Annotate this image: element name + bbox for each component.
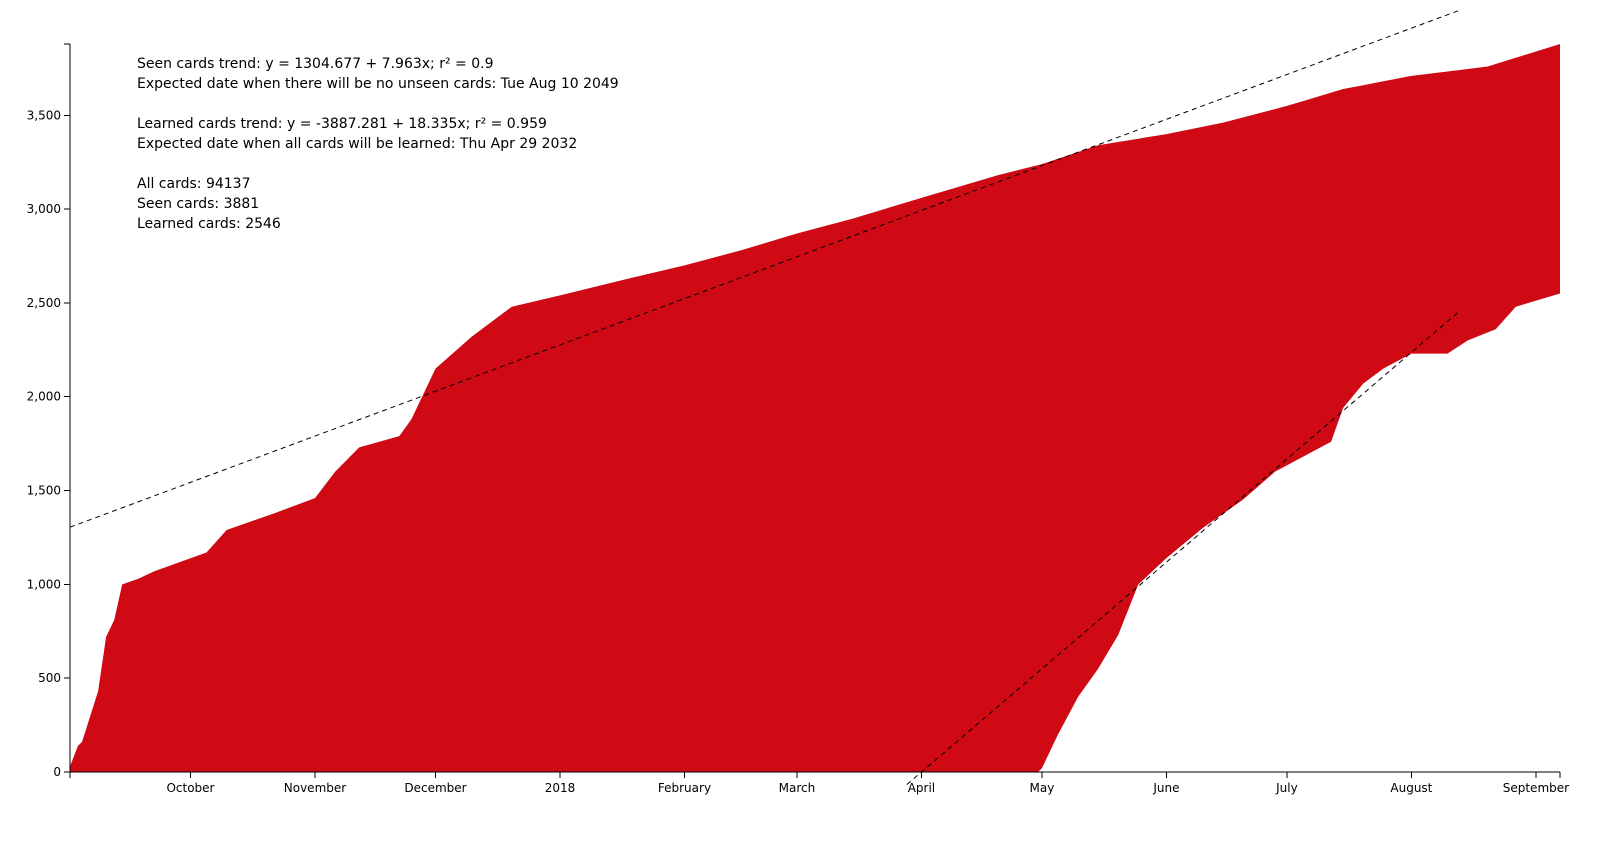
x-tick-label: April (908, 781, 935, 795)
x-tick-label: August (1390, 781, 1432, 795)
x-tick-label: June (1152, 781, 1179, 795)
learned-expected-date-text: Expected date when all cards will be lea… (137, 136, 577, 152)
cards-area (70, 44, 1560, 772)
annotation-block: Seen cards trend: y = 1304.677 + 7.963x;… (137, 56, 619, 232)
x-tick-label: December (404, 781, 466, 795)
x-tick-label: 2018 (545, 781, 576, 795)
seen-expected-date-text: Expected date when there will be no unse… (137, 76, 619, 92)
x-tick-label: October (166, 781, 214, 795)
y-tick-label: 1,500 (27, 484, 61, 498)
seen-trend-line (69, 9, 1461, 528)
area-layer (70, 44, 1560, 772)
x-tick-label: July (1275, 781, 1298, 795)
x-tick-label: February (658, 781, 711, 795)
trend-layer (69, 9, 1461, 785)
y-tick-label: 3,000 (27, 202, 61, 216)
learned-trend-text: Learned cards trend: y = -3887.281 + 18.… (137, 116, 547, 132)
y-tick-label: 2,500 (27, 296, 61, 310)
learned-cards-text: Learned cards: 2546 (137, 216, 281, 232)
y-tick-label: 3,500 (27, 108, 61, 122)
x-tick-label: November (284, 781, 346, 795)
seen-cards-text: Seen cards: 3881 (137, 196, 259, 212)
y-tick-label: 500 (38, 671, 61, 685)
x-tick-label: May (1030, 781, 1055, 795)
y-tick-label: 2,000 (27, 390, 61, 404)
seen-trend-text: Seen cards trend: y = 1304.677 + 7.963x;… (137, 56, 493, 72)
x-tick-label: September (1503, 781, 1569, 795)
y-tick-label: 1,000 (27, 577, 61, 591)
axis-layer: 0 500 1,000 1,500 2,000 2,500 3,000 3,500 Octobe… (27, 43, 1569, 795)
x-tick-label: March (779, 781, 816, 795)
all-cards-text: All cards: 94137 (137, 176, 250, 192)
y-tick-label: 0 (53, 765, 61, 779)
learned-trend-line (906, 310, 1461, 785)
